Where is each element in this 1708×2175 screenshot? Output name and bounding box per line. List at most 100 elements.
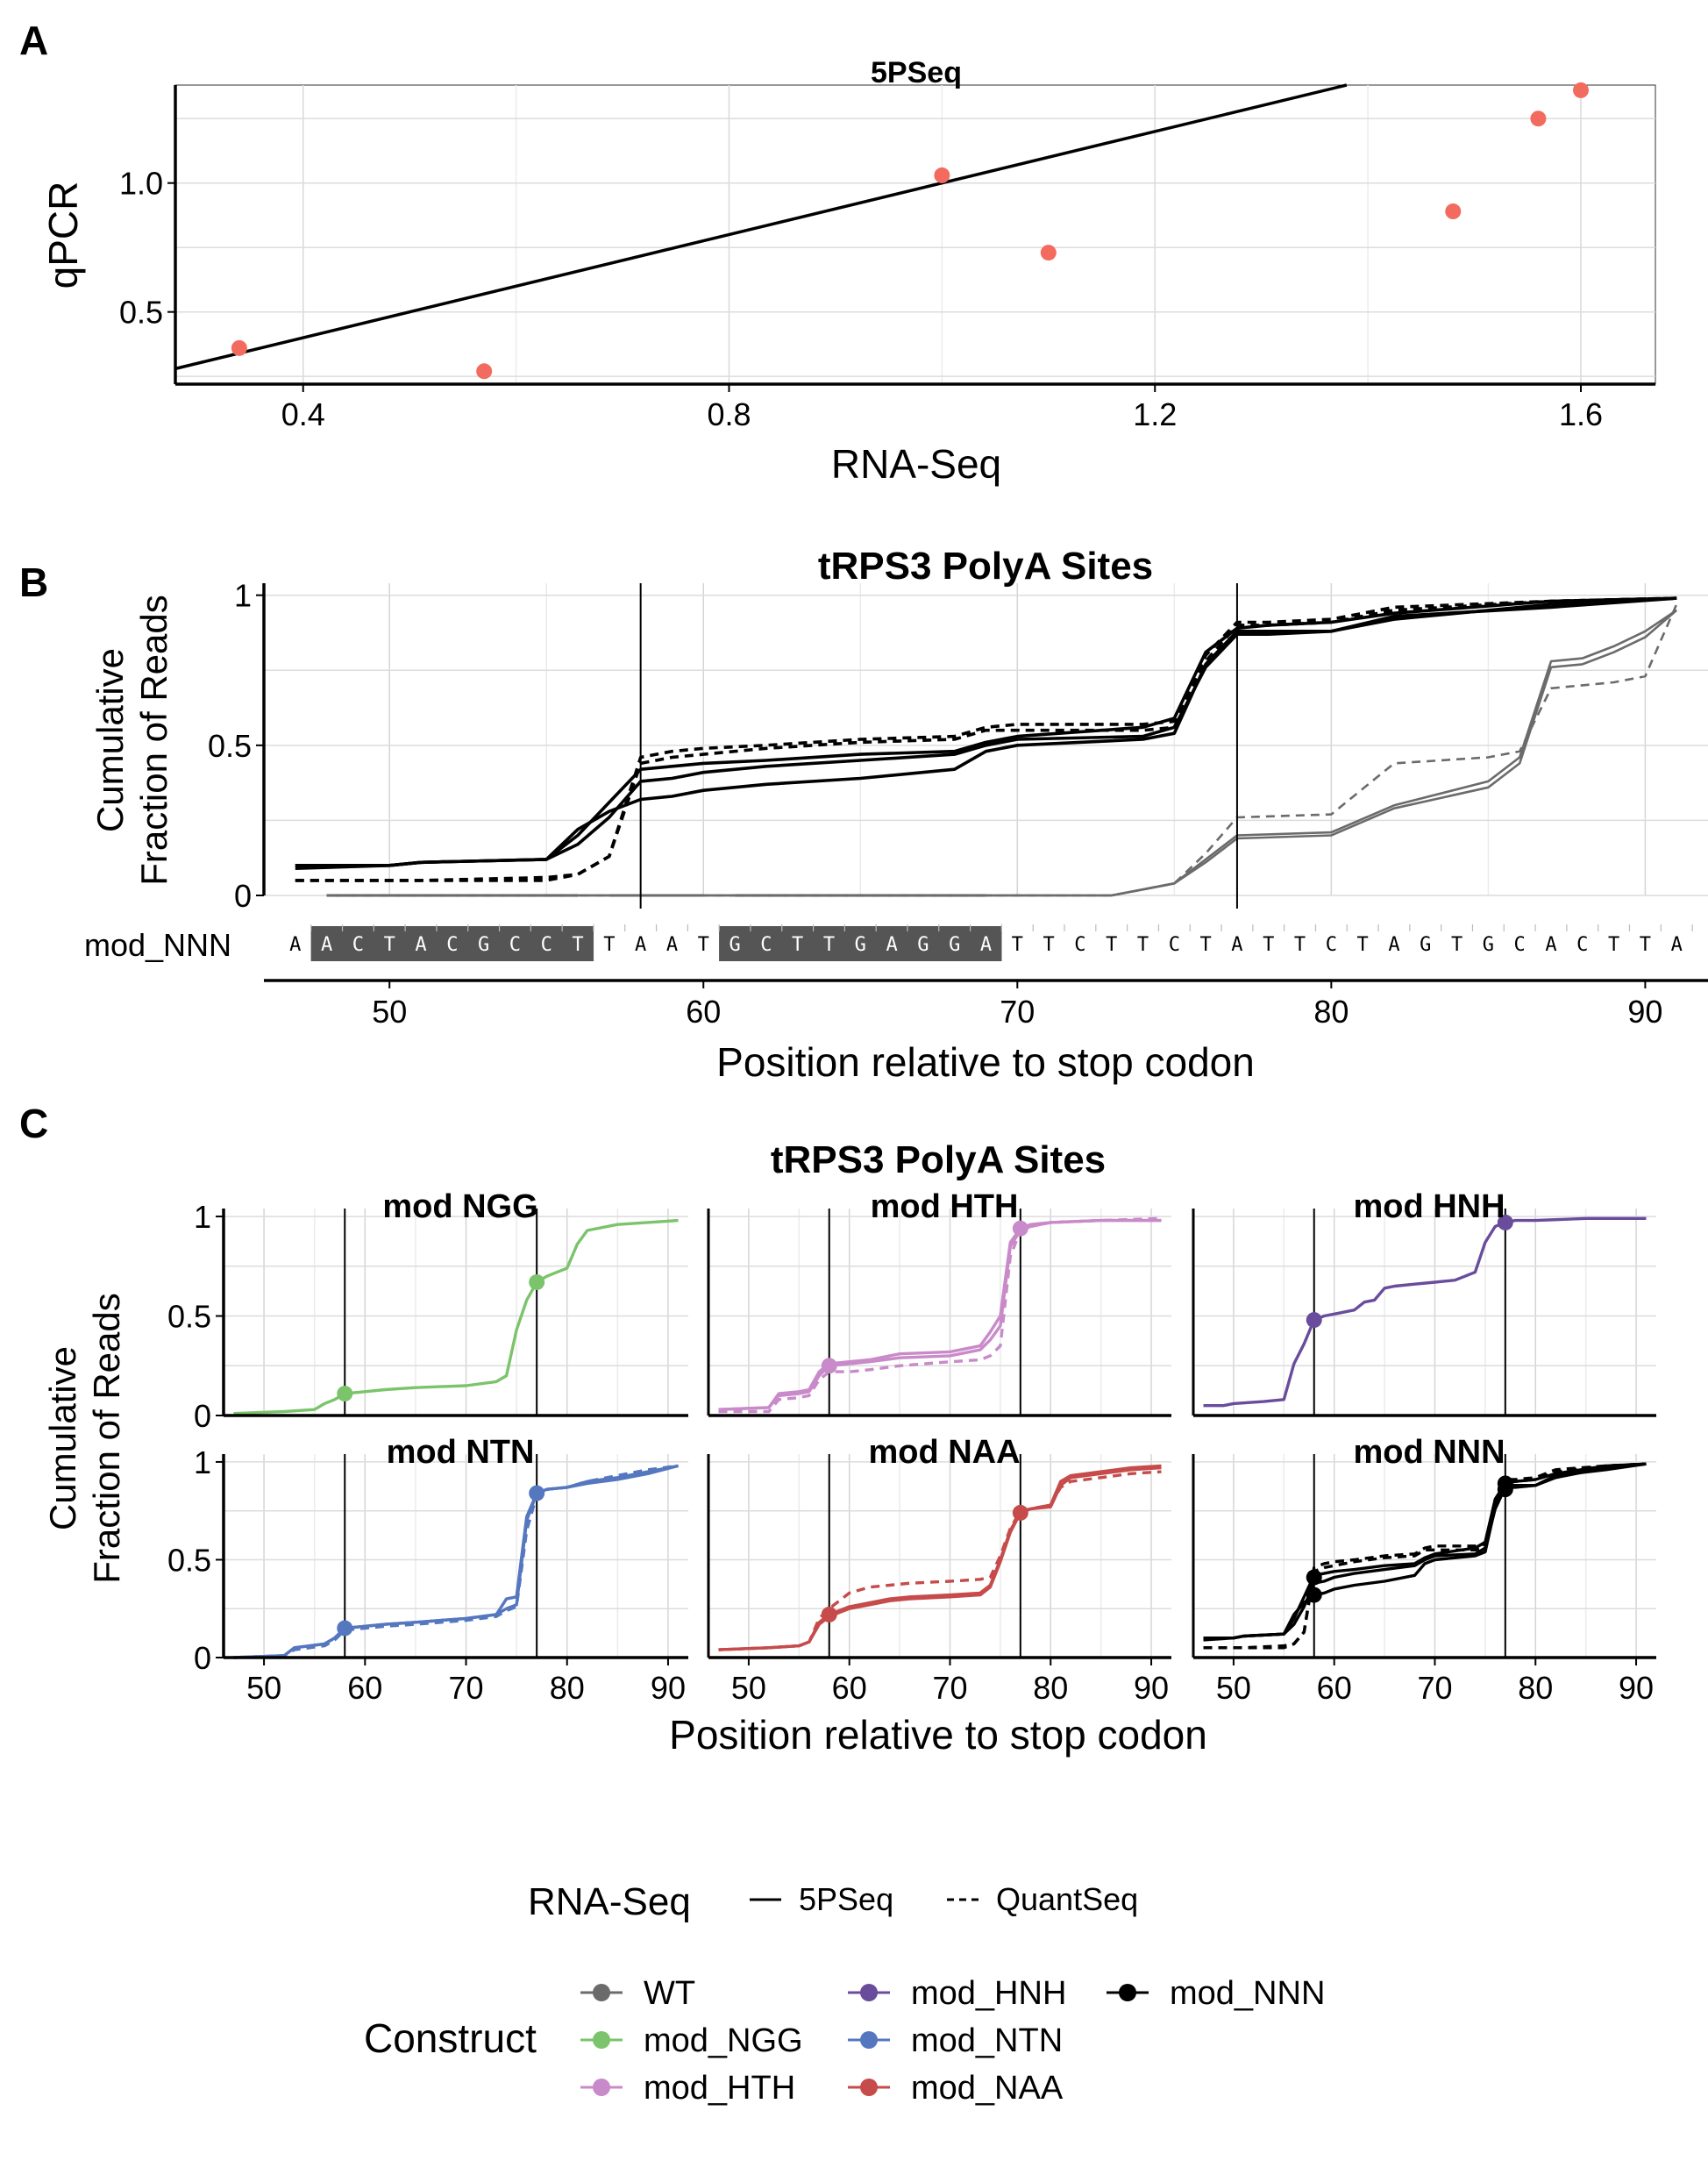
series-line-5pseq (1203, 1216, 1647, 1408)
site-dot (337, 1620, 353, 1637)
sequence-base: T (572, 934, 583, 956)
legend-key-dot (1119, 1984, 1136, 2001)
facet-mod-nnn: mod NNN 50 60 70 80 90 (1192, 1434, 1656, 1706)
panel-b-title: tRPS3 PolyA Sites (818, 545, 1153, 588)
site-dot (529, 1273, 545, 1290)
sequence-base: G (949, 934, 960, 956)
sequence-base: G (1420, 934, 1431, 956)
x-tick-label: 90 (1134, 1670, 1169, 1706)
site-dot (1306, 1312, 1322, 1329)
site-dot (1012, 1504, 1028, 1521)
scatter-point (476, 363, 493, 380)
panel-c: tRPS3 PolyA Sites mod NGG 0 0.5 1 mod HTH mod … (42, 1138, 1656, 1758)
facet-mod-naa: mod NAA 50 60 70 80 90 (707, 1434, 1171, 1706)
legend-title: RNA-Seq (528, 1880, 691, 1923)
sequence-highlight (719, 926, 1002, 961)
x-axis-label: Position relative to stop codon (716, 1039, 1255, 1085)
x-tick-label: 80 (1033, 1670, 1068, 1706)
x-tick-label: 50 (246, 1670, 281, 1706)
x-tick-label: 60 (832, 1670, 867, 1706)
x-tick-label: 70 (448, 1670, 483, 1706)
series-line-5pseq (233, 1218, 679, 1416)
x-tick-label: 90 (1619, 1670, 1654, 1706)
x-tick-label: 60 (1317, 1670, 1352, 1706)
series-line-5pseq (295, 596, 1677, 870)
y-tick-label: 1 (194, 1444, 211, 1480)
sequence-base: T (1263, 934, 1274, 956)
legend-item-label: WT (644, 1975, 695, 2012)
x-tick-label: 80 (1518, 1670, 1553, 1706)
legend-item-label: mod_NAA (911, 2070, 1064, 2107)
series-line-quantseq (326, 603, 1678, 897)
scatter-point (1530, 111, 1547, 127)
facet-label: mod HTH (871, 1188, 1019, 1225)
sequence-base: T (1106, 934, 1117, 956)
sequence-base: T (384, 934, 395, 956)
series-line-5pseq (718, 1465, 1162, 1651)
sequence-base: A (1545, 934, 1556, 956)
site-dot (337, 1386, 353, 1402)
sequence-base: A (321, 934, 332, 956)
sequence-base: T (698, 934, 709, 956)
fit-line (174, 83, 1348, 371)
y-axis-label: Fraction of Reads (133, 595, 174, 886)
panel-label-c: C (19, 1101, 48, 1146)
sequence-base: T (792, 934, 803, 956)
facet-mod-ntn: mod NTN 0 0.5 1 50 60 70 80 90 (167, 1434, 688, 1706)
site-dot (1306, 1569, 1322, 1586)
legend-item-label: mod_HTH (644, 2070, 795, 2107)
site-dot (1012, 1220, 1028, 1237)
sequence-base: A (666, 934, 678, 956)
legend-item-label: mod_HNH (911, 1975, 1066, 2012)
y-tick-label: 0.5 (119, 295, 163, 331)
sequence-base: C (1514, 934, 1526, 956)
series-line-5pseq (718, 1464, 1162, 1651)
sequence-base: C (760, 934, 772, 956)
series-line-quantseq (1203, 1462, 1647, 1650)
sequence-base: T (1294, 934, 1306, 956)
sequence-base: A (1231, 934, 1242, 956)
sequence-highlight (310, 926, 594, 961)
x-tick-label: 50 (731, 1670, 766, 1706)
sequence-base: G (478, 934, 489, 956)
legend-key-dot (860, 2031, 878, 2049)
legend-key-dot (860, 2079, 878, 2096)
y-tick-label: 0.5 (208, 728, 252, 764)
facet-label: mod NNN (1353, 1434, 1505, 1471)
series-line-quantseq (718, 1470, 1162, 1651)
series-line-5pseq (326, 609, 1678, 897)
sequence-base: T (1200, 934, 1212, 956)
sequence-base: C (509, 934, 521, 956)
y-axis-label: qPCR (40, 182, 86, 289)
panel-b: 0 0.5 1 tRPS3 PolyA Sites Cumulative Fraction… (84, 545, 1708, 1085)
series-line-quantseq (718, 1216, 1162, 1414)
legend-item-label: mod_NNN (1170, 1975, 1325, 2012)
series-line-quantseq (1203, 1462, 1647, 1650)
facet-label: mod NAA (868, 1434, 1020, 1471)
legend: RNA-Seq 5PSeq QuantSeqConstructWTmod_NGGmo… (364, 1880, 1325, 2107)
sequence-label: mod_NNN (84, 927, 231, 963)
facet-mod-hnh: mod HNH (1192, 1188, 1656, 1417)
x-tick-label: 60 (347, 1670, 382, 1706)
legend-key-dot (593, 1984, 610, 2001)
scatter-point (1445, 203, 1462, 220)
sequence-base: T (823, 934, 835, 956)
sequence-base: T (603, 934, 615, 956)
x-axis-label: RNA-Seq (831, 441, 1001, 487)
y-tick-label: 1.0 (119, 166, 163, 202)
series-line-5pseq (1203, 1462, 1647, 1640)
sequence-base: G (729, 934, 740, 956)
sequence-base: T (1640, 934, 1651, 956)
facet-label: mod NTN (387, 1434, 535, 1471)
site-dot (1306, 1587, 1322, 1603)
facet-mod-ngg: mod NGG 0 0.5 1 (167, 1188, 688, 1434)
x-tick-label: 80 (1313, 994, 1349, 1030)
legend-title: Construct (364, 2015, 537, 2061)
site-dot (529, 1485, 545, 1501)
legend-item-label: 5PSeq (799, 1881, 893, 1917)
x-tick-label: 50 (372, 994, 407, 1030)
sequence-base: C (1074, 934, 1085, 956)
x-tick-label: 70 (1417, 1670, 1452, 1706)
legend-key-dot (593, 2079, 610, 2096)
